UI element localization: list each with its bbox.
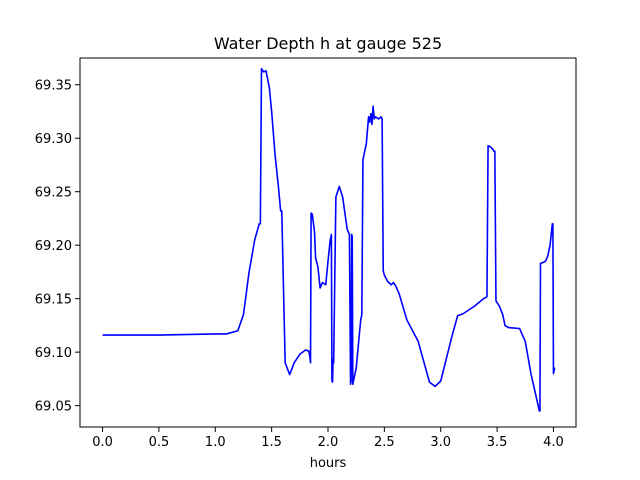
x-tick-label: 1.5: [261, 435, 282, 450]
x-tick-label: 0.5: [149, 435, 170, 450]
x-tick-label: 2.5: [374, 435, 395, 450]
x-tick-label: 0.0: [92, 435, 113, 450]
y-axis-ticks: 69.05 69.10 69.15 69.20 69.25 69.30 69.35: [35, 79, 80, 415]
y-tick-label: 69.35: [35, 79, 72, 94]
series-line-0: [102, 67, 556, 412]
x-tick-label: 4.0: [543, 435, 564, 450]
x-tick-label: 1.0: [205, 435, 226, 450]
y-tick-label: 69.20: [35, 239, 72, 254]
axes-frame: [79, 57, 577, 428]
y-tick-label: 69.25: [35, 186, 72, 201]
x-tick-label: 3.0: [430, 435, 451, 450]
y-tick-label: 69.30: [35, 132, 72, 147]
x-tick-label: 2.0: [318, 435, 339, 450]
y-tick-label: 69.10: [35, 346, 72, 361]
x-axis-ticks: 0.0 0.5 1.0 1.5 2.0 2.5 3.0 3.5 4.0: [92, 427, 564, 450]
x-axis-label: hours: [310, 456, 347, 471]
chart-title: Water Depth h at gauge 525: [214, 34, 442, 53]
plot-area: [102, 67, 556, 412]
y-tick-label: 69.15: [35, 293, 72, 308]
x-tick-label: 3.5: [487, 435, 508, 450]
y-tick-label: 69.05: [35, 400, 72, 415]
